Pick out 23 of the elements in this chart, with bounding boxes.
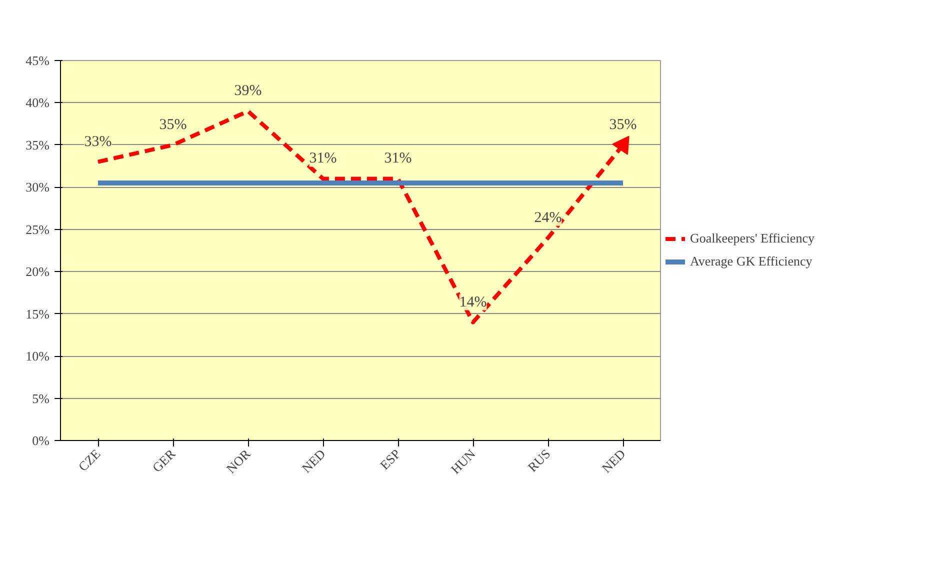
- y-tick-label: 35%: [26, 137, 50, 152]
- data-label: 33%: [84, 134, 112, 150]
- x-tick-label: ESP: [376, 446, 404, 473]
- y-tick-label: 45%: [26, 53, 50, 68]
- legend-label: Average GK Efficiency: [690, 254, 812, 270]
- data-label: 35%: [609, 116, 637, 133]
- y-tick-label: 40%: [26, 95, 50, 110]
- y-tick-label: 30%: [26, 180, 50, 195]
- y-tick-label: 15%: [26, 306, 50, 322]
- data-label: 35%: [159, 116, 187, 133]
- y-tick-label: 5%: [32, 390, 50, 406]
- y-tick-label: 10%: [26, 348, 50, 364]
- data-label: 31%: [384, 150, 412, 167]
- data-label: 14%: [459, 294, 487, 310]
- y-tick-label: 25%: [26, 222, 50, 237]
- x-tick-label: GER: [149, 446, 179, 476]
- x-tick-label: CZE: [75, 446, 104, 474]
- legend-label: Goalkeepers' Efficiency: [690, 230, 814, 246]
- data-label: 39%: [234, 83, 262, 100]
- data-label: 31%: [309, 150, 337, 167]
- y-tick-label: 20%: [26, 264, 50, 280]
- y-tick-label: 0%: [32, 433, 50, 448]
- data-label: 24%: [534, 210, 562, 226]
